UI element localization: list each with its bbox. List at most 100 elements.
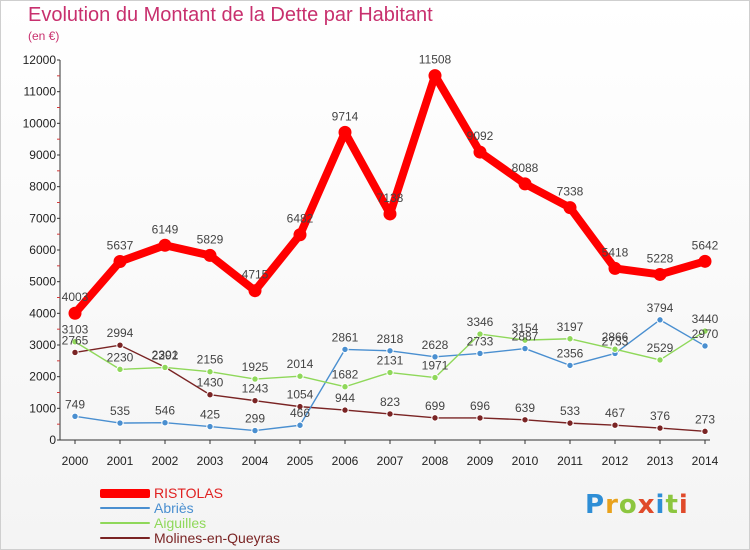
- data-label: 5637: [107, 238, 134, 252]
- data-point: [206, 391, 214, 399]
- data-label: 4715: [242, 268, 269, 282]
- data-label: 535: [110, 404, 130, 418]
- y-tick-label: 1000: [29, 401, 56, 415]
- data-point: [653, 267, 667, 281]
- data-label: 2866: [602, 330, 629, 344]
- data-point: [248, 284, 262, 298]
- data-label: 1430: [197, 376, 224, 390]
- data-label: 3794: [647, 301, 674, 315]
- x-tick-label: 2010: [512, 454, 539, 468]
- x-tick-label: 2005: [287, 454, 314, 468]
- data-point: [383, 207, 397, 221]
- y-tick-label: 3000: [29, 338, 56, 352]
- data-point: [116, 419, 124, 427]
- data-label: 2887: [512, 330, 539, 344]
- legend-item: Aiguilles: [100, 515, 280, 530]
- data-label: 2733: [467, 334, 494, 348]
- data-point: [206, 422, 214, 431]
- data-point: [476, 330, 484, 338]
- data-label: 467: [605, 406, 625, 420]
- data-label: 11508: [419, 53, 452, 67]
- data-point: [71, 348, 79, 357]
- legend: RISTOLAS Abriès Aiguilles Molines-en-Queyra…: [100, 485, 280, 545]
- data-label: 3346: [467, 315, 494, 329]
- data-label: 273: [695, 412, 715, 426]
- x-tick-label: 2013: [647, 454, 674, 468]
- data-point: [701, 327, 709, 335]
- legend-label: Abriès: [154, 499, 194, 516]
- data-point: [341, 406, 349, 414]
- data-point: [161, 363, 169, 372]
- data-label: 9714: [332, 109, 359, 123]
- data-label: 3103: [62, 323, 89, 337]
- data-point: [338, 125, 352, 139]
- data-label: 3440: [692, 312, 719, 326]
- data-point: [296, 421, 304, 429]
- data-label: 1682: [332, 368, 359, 382]
- logo-letter: r: [605, 490, 619, 520]
- y-tick-label: 11000: [24, 85, 57, 99]
- data-point: [566, 361, 574, 370]
- data-point: [341, 383, 349, 391]
- data-point: [566, 419, 574, 427]
- data-label: 1925: [242, 360, 269, 374]
- data-point: [476, 414, 484, 422]
- data-label: 2994: [107, 326, 134, 340]
- data-point: [656, 356, 664, 364]
- data-point: [158, 238, 172, 252]
- data-point: [473, 145, 487, 159]
- data-point: [608, 261, 622, 275]
- data-label: 2628: [422, 338, 449, 352]
- data-point: [698, 254, 712, 268]
- x-tick-label: 2011: [557, 454, 583, 468]
- legend-item: Molines-en-Queyras: [100, 530, 280, 545]
- data-point: [386, 368, 394, 377]
- logo-letter: i: [655, 490, 666, 520]
- data-point: [518, 177, 532, 191]
- data-point: [71, 412, 79, 420]
- data-point: [251, 375, 259, 383]
- x-tick-label: 2004: [242, 454, 269, 468]
- data-label: 5228: [647, 251, 674, 265]
- data-label: 2156: [197, 353, 224, 367]
- legend-label: Aiguilles: [154, 514, 207, 531]
- y-tick-label: 9000: [29, 148, 56, 162]
- logo-letter: x: [637, 490, 656, 520]
- data-label: 9092: [467, 129, 494, 143]
- x-tick-label: 2002: [152, 454, 179, 468]
- data-point: [386, 410, 394, 418]
- x-tick-label: 2008: [422, 454, 449, 468]
- data-point: [476, 349, 484, 358]
- data-point: [521, 416, 529, 424]
- data-label: 376: [650, 409, 670, 423]
- data-point: [251, 396, 259, 405]
- data-label: 3197: [557, 320, 584, 334]
- logo-letter: i: [678, 490, 689, 520]
- data-point: [203, 248, 217, 262]
- series-lines: [68, 69, 712, 436]
- y-tick-label: 6000: [29, 243, 56, 257]
- data-label: 5829: [197, 232, 224, 246]
- data-point: [611, 345, 619, 353]
- data-label: 699: [425, 399, 445, 413]
- legend-swatch: [100, 507, 150, 510]
- data-label: 1054: [287, 388, 314, 402]
- data-label: 4003: [62, 290, 89, 304]
- logo-letter: P: [585, 490, 606, 520]
- logo-letter: t: [665, 490, 679, 520]
- data-label: 944: [335, 391, 355, 405]
- data-point: [296, 402, 304, 411]
- data-point: [563, 201, 577, 215]
- y-tick-label: 5000: [29, 275, 56, 289]
- data-point: [293, 228, 307, 242]
- data-label: 2529: [647, 341, 674, 355]
- data-label: 8088: [512, 161, 539, 175]
- data-point: [431, 353, 439, 361]
- y-tick-label: 0: [49, 433, 56, 447]
- x-tick-label: 2009: [467, 454, 494, 468]
- data-point: [296, 372, 304, 380]
- data-label: 2861: [332, 330, 359, 344]
- data-label: 2970: [692, 327, 719, 341]
- data-point: [116, 341, 124, 349]
